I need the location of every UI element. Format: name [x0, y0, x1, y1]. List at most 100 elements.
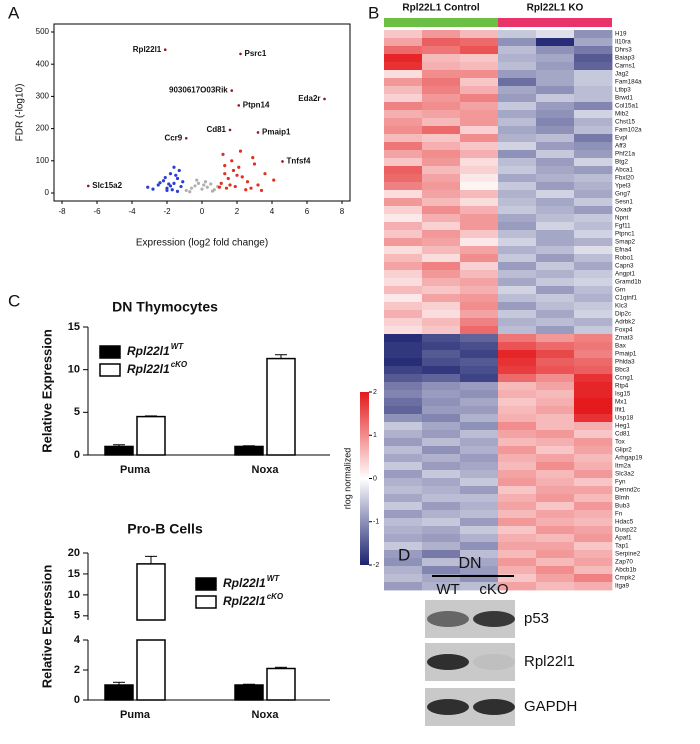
heat-cell: [384, 318, 423, 327]
heat-cell: [384, 270, 423, 279]
heat-cell: [422, 318, 461, 327]
heat-cell: [536, 30, 575, 39]
heat-cell: [574, 230, 613, 239]
heat-cell: [574, 238, 613, 247]
heat-cell: [460, 510, 499, 519]
row-label: Tox: [615, 439, 626, 446]
heat-cell: [460, 230, 499, 239]
row-label: Foxp4: [615, 327, 633, 334]
heat-cell: [574, 454, 613, 463]
legend-swatch: [99, 363, 121, 377]
colorbar-tick-label: -2: [373, 562, 379, 569]
heat-cell: [460, 350, 499, 359]
heat-cell: [422, 198, 461, 207]
heat-cell: [422, 478, 461, 487]
heat-cell: [498, 302, 537, 311]
heat-cell: [498, 278, 537, 287]
heat-cell: [536, 510, 575, 519]
heat-cell: [498, 102, 537, 111]
heat-cell: [536, 198, 575, 207]
point: [224, 186, 229, 190]
x-tick-label: Puma: [120, 709, 151, 721]
point-label: Eda2r: [298, 94, 320, 103]
heat-cell: [384, 118, 423, 127]
point: [170, 188, 174, 192]
heat-cell: [574, 142, 613, 151]
point: [163, 48, 167, 52]
heat-cell: [422, 494, 461, 503]
heat-cell: [384, 86, 423, 95]
point: [196, 181, 201, 185]
blot-row-label: p53: [524, 610, 549, 627]
x-tick-label: 6: [305, 207, 310, 216]
heat-cell: [460, 374, 499, 383]
heat-cell: [574, 86, 613, 95]
heat-cell: [422, 550, 461, 559]
group-bar: [384, 18, 498, 27]
heat-cell: [498, 566, 537, 575]
heat-cell: [422, 542, 461, 551]
row-label: Jag2: [615, 71, 629, 78]
y-tick-label: 10: [68, 589, 80, 601]
heat-cell: [460, 462, 499, 471]
heat-cell: [384, 510, 423, 519]
heat-cell: [460, 78, 499, 87]
point: [161, 179, 166, 183]
heat-cell: [574, 518, 613, 527]
heat-cell: [498, 462, 537, 471]
row-label: Ifit1: [615, 407, 626, 414]
heat-cell: [536, 318, 575, 327]
heat-cell: [498, 574, 537, 583]
row-label: Phlda3: [615, 359, 635, 366]
heat-cell: [422, 326, 461, 335]
row-label: Capn3: [615, 263, 634, 270]
x-tick-label: Noxa: [252, 464, 280, 476]
heat-cell: [422, 462, 461, 471]
heat-cell: [498, 182, 537, 191]
row-label: Aff3: [615, 143, 627, 150]
heat-cell: [498, 550, 537, 559]
row-label: Bbc3: [615, 367, 630, 374]
row-label: Gng7: [615, 191, 631, 198]
row-label: Glipr2: [615, 447, 632, 454]
heat-cell: [536, 478, 575, 487]
heat-cell: [498, 502, 537, 511]
row-label: Zmat3: [615, 335, 633, 342]
heat-cell: [574, 334, 613, 343]
heat-cell: [422, 222, 461, 231]
heat-cell: [574, 286, 613, 295]
heat-cell: [422, 62, 461, 71]
point: [181, 180, 185, 184]
heat-cell: [574, 118, 613, 127]
heat-cell: [574, 222, 613, 231]
heat-cell: [498, 326, 537, 335]
point-label: Psrc1: [245, 49, 267, 58]
heat-cell: [384, 326, 423, 335]
point: [219, 181, 223, 185]
heat-cell: [384, 222, 423, 231]
heat-cell: [536, 254, 575, 263]
heat-cell: [460, 270, 499, 279]
heat-cell: [384, 190, 423, 199]
heat-cell: [498, 486, 537, 495]
heat-cell: [536, 398, 575, 407]
heat-cell: [460, 134, 499, 143]
point-label: Ptpn14: [243, 101, 270, 110]
bar: [266, 357, 296, 456]
heat-cell: [498, 126, 537, 135]
heat-cell: [536, 470, 575, 479]
heat-cell: [574, 358, 613, 367]
point-label: Slc15a2: [92, 181, 122, 190]
colorbar-tick-label: -1: [373, 519, 379, 526]
heat-cell: [460, 118, 499, 127]
heat-cell: [384, 454, 423, 463]
heat-cell: [422, 262, 461, 271]
heat-cell: [574, 94, 613, 103]
point: [165, 188, 169, 193]
point: [245, 180, 250, 184]
x-tick-label: -6: [93, 207, 101, 216]
heat-cell: [460, 110, 499, 119]
heat-cell: [574, 302, 613, 311]
legend-label: Rpl22l1: [127, 362, 170, 376]
row-label: Dhrs3: [615, 47, 632, 54]
